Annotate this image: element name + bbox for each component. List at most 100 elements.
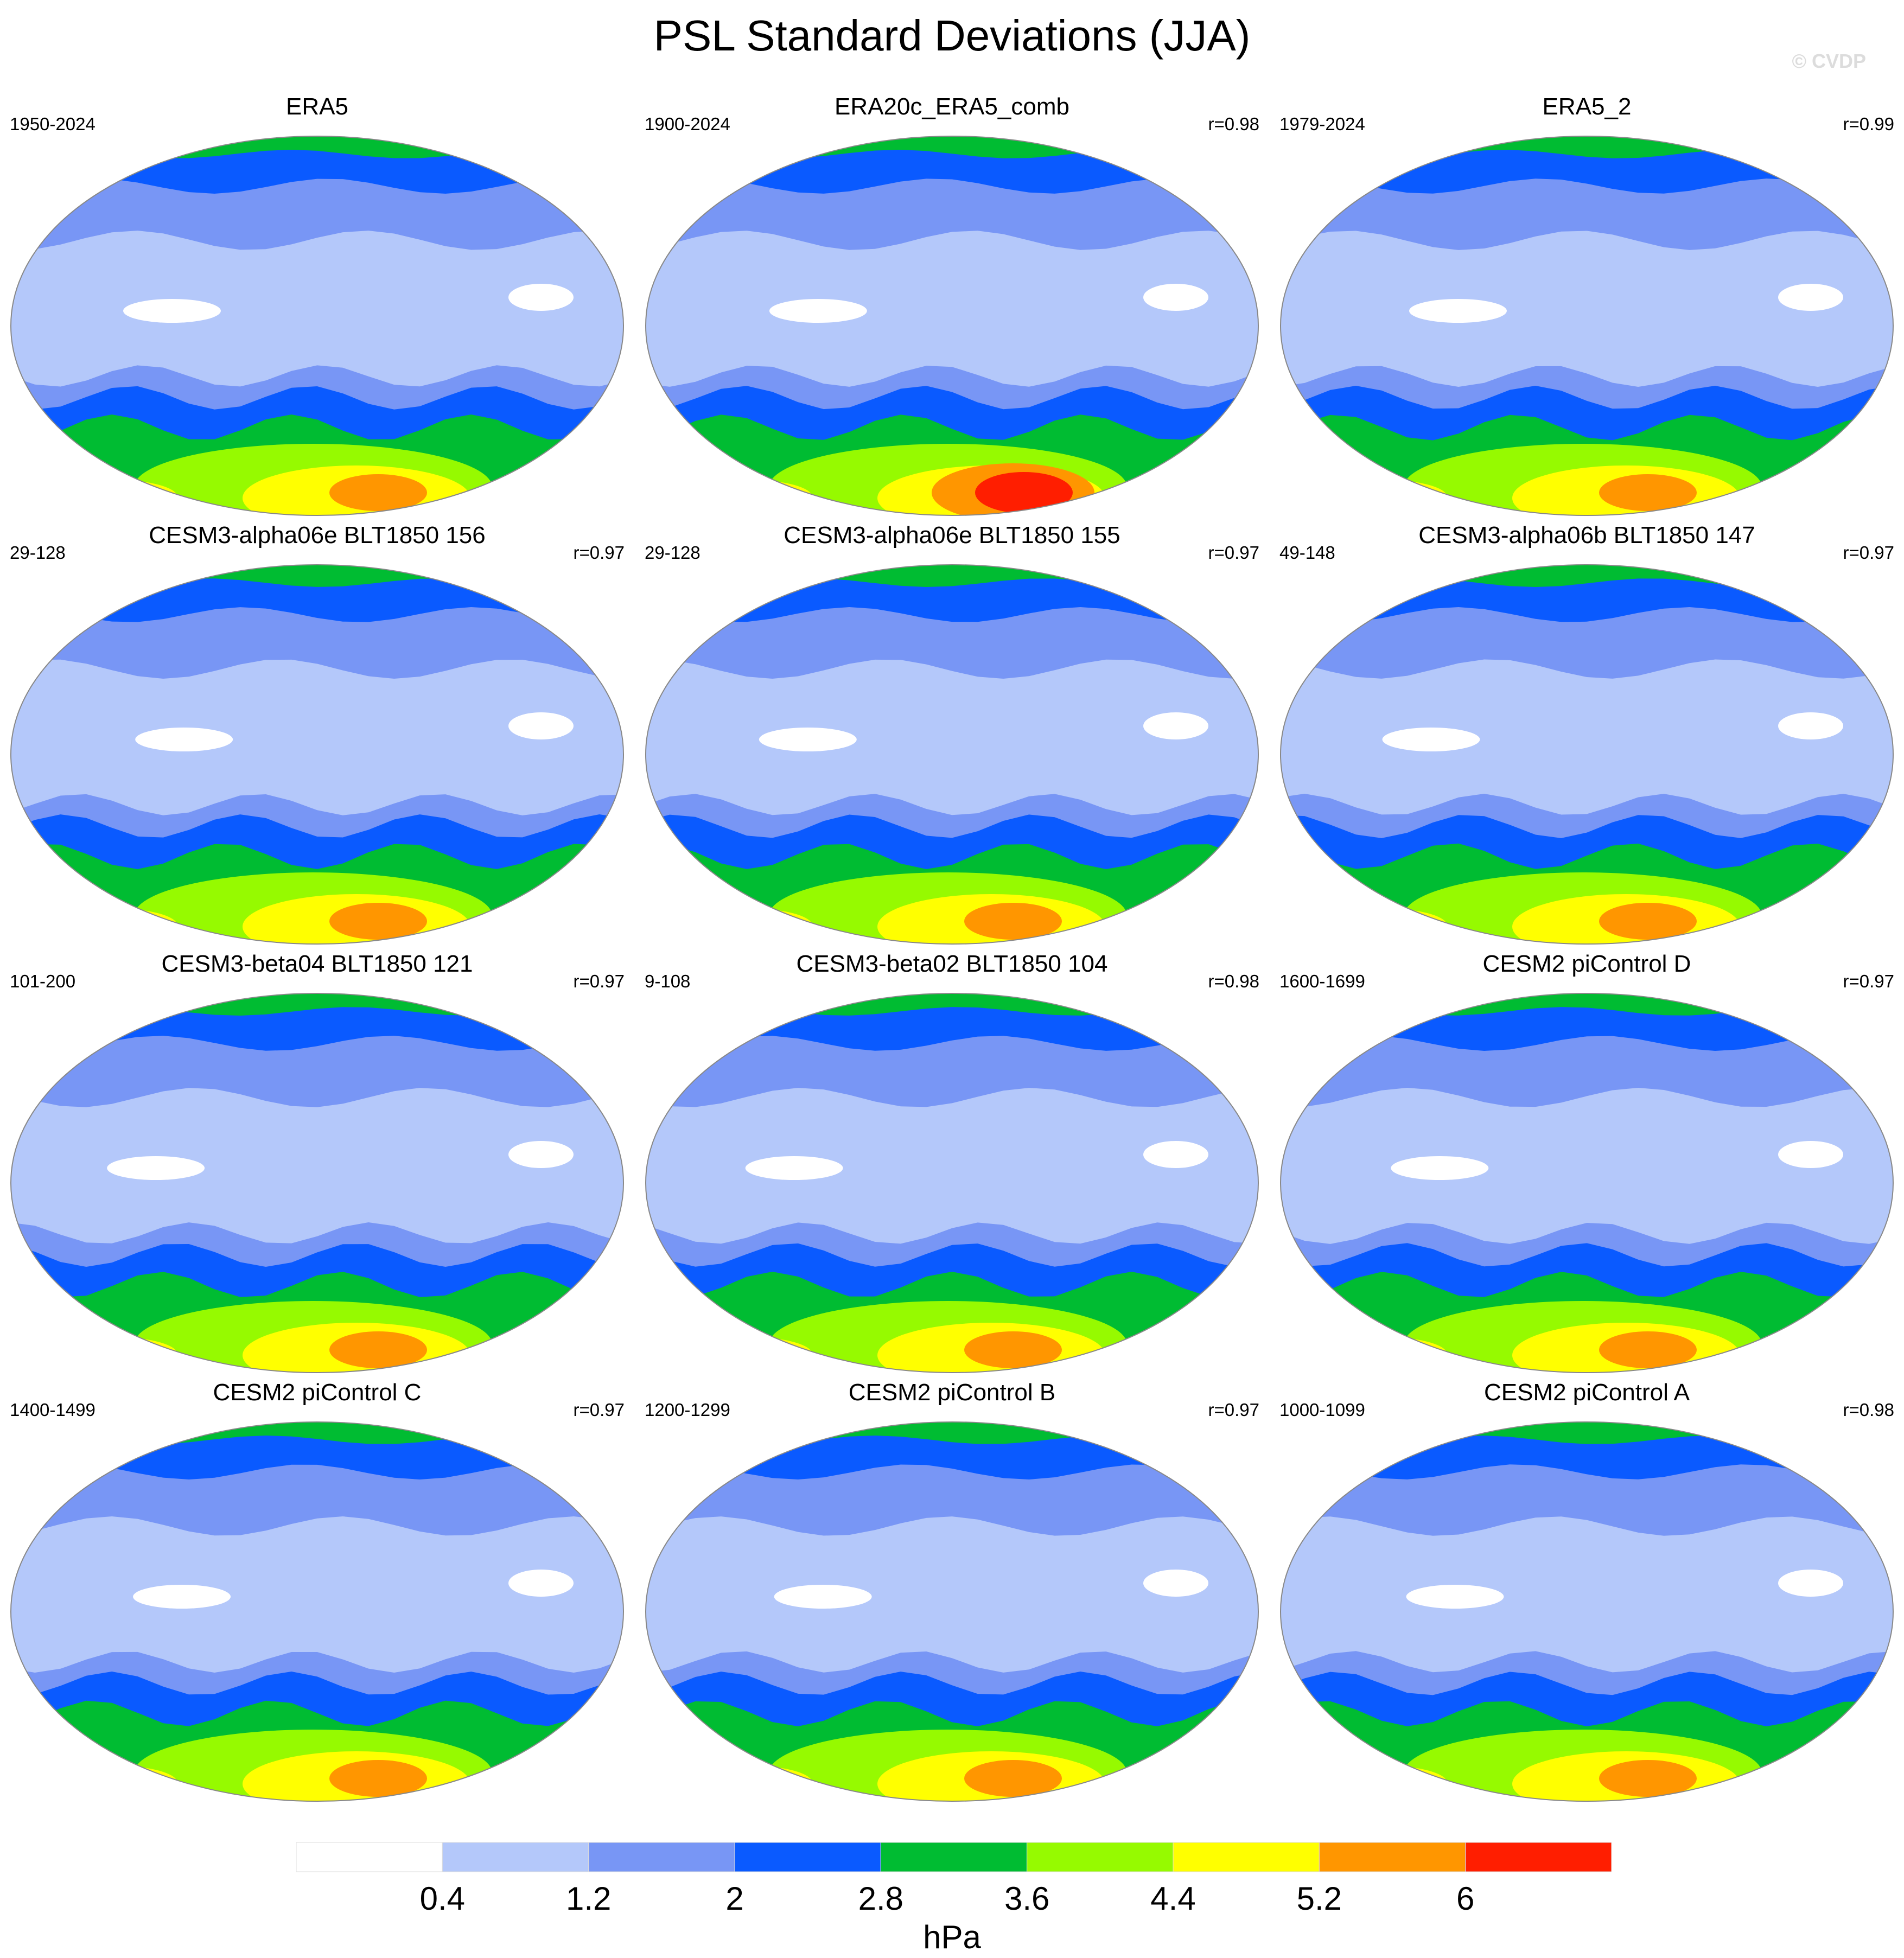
low-variance-patch — [133, 1585, 231, 1609]
southern-ocean-maximum — [1317, 908, 1447, 943]
colorbar-tick-label: 2.8 — [858, 1880, 903, 1917]
low-variance-patch — [759, 728, 857, 751]
colorbar-swatch — [588, 1842, 735, 1872]
colorbar-swatch — [296, 1842, 443, 1872]
global-map — [645, 1421, 1259, 1802]
map-boundary — [1280, 993, 1894, 1373]
southern-ocean-maximum — [964, 903, 1062, 940]
low-variance-patch — [1778, 284, 1843, 311]
southern-ocean-maximum — [1599, 474, 1697, 511]
map-boundary — [10, 564, 624, 945]
global-map — [10, 136, 624, 516]
panel-period: 1600-1699 — [1279, 971, 1365, 991]
colorbar-tick-label: 0.4 — [419, 1880, 465, 1917]
map-boundary — [645, 1421, 1259, 1802]
low-variance-patch — [769, 299, 867, 323]
panel-title: CESM2 piControl B — [848, 1379, 1056, 1406]
global-map — [645, 564, 1259, 945]
map-boundary — [1280, 1421, 1894, 1802]
panel-title: CESM3-beta02 BLT1850 104 — [796, 951, 1108, 977]
global-map — [1280, 993, 1894, 1373]
colorbar-tick-label: 5.2 — [1296, 1880, 1342, 1917]
southern-ocean-maximum — [682, 480, 812, 514]
global-map — [1280, 1421, 1894, 1802]
arctic-band — [1281, 136, 1893, 158]
southern-ocean-maximum — [1599, 1760, 1697, 1797]
map-panel: CESM2 piControl C 1400-1499 r=0.97 — [0, 1378, 634, 1808]
colorbar-swatch — [1027, 1842, 1174, 1872]
colorbar-tick-label: 3.6 — [1004, 1880, 1050, 1917]
low-variance-patch — [123, 299, 221, 323]
colorbar-swatch — [734, 1842, 881, 1872]
panel-period: 29-128 — [645, 543, 701, 563]
low-variance-patch — [107, 1156, 205, 1180]
panel-period: 29-128 — [10, 543, 66, 563]
southern-ocean-maximum — [682, 1337, 812, 1372]
map-panel: CESM2 piControl B 1200-1299 r=0.97 — [635, 1378, 1269, 1808]
southern-ocean-maximum — [1317, 480, 1447, 514]
map-boundary — [1280, 136, 1894, 516]
panel-period: 1000-1099 — [1279, 1400, 1365, 1420]
global-map — [10, 564, 624, 945]
map-boundary — [1280, 564, 1894, 945]
colorbar-tick-label: 2 — [725, 1880, 744, 1917]
global-map — [10, 993, 624, 1373]
arctic-band — [1281, 1422, 1893, 1444]
southern-ocean-maximum — [329, 1331, 427, 1368]
map-panel: CESM3-alpha06e BLT1850 156 29-128 r=0.97 — [0, 521, 634, 951]
panel-title: CESM3-beta04 BLT1850 121 — [161, 951, 473, 977]
map-panel: CESM3-beta02 BLT1850 104 9-108 r=0.98 — [635, 949, 1269, 1379]
map-boundary — [645, 136, 1259, 516]
panel-correlation: r=0.97 — [573, 971, 625, 991]
southern-ocean-maximum — [47, 480, 177, 514]
panel-period: 101-200 — [10, 971, 76, 991]
southern-ocean-maximum — [964, 1760, 1062, 1797]
panel-correlation: r=0.97 — [1843, 971, 1895, 991]
southern-ocean-maximum — [47, 1337, 177, 1372]
panel-title: CESM2 piControl D — [1482, 951, 1691, 977]
colorbar-tick-label: 1.2 — [565, 1880, 612, 1917]
colorbar-tick-label: 6 — [1456, 1880, 1475, 1917]
low-variance-patch — [774, 1585, 872, 1609]
global-map — [645, 993, 1259, 1373]
panel-title: CESM3-alpha06b BLT1850 147 — [1418, 522, 1755, 549]
low-variance-patch — [1143, 284, 1208, 311]
map-boundary — [10, 1421, 624, 1802]
panel-title: ERA5_2 — [1542, 93, 1632, 120]
panel-period: 1950-2024 — [10, 114, 95, 134]
southern-ocean-maximum — [329, 903, 427, 940]
panel-period: 9-108 — [645, 971, 691, 991]
low-variance-patch — [135, 728, 233, 751]
panel-title: CESM2 piControl A — [1483, 1379, 1690, 1406]
southern-ocean-maximum — [329, 474, 427, 511]
panel-period: 1400-1499 — [10, 1400, 95, 1420]
colorbar-swatch — [442, 1842, 589, 1872]
map-panel: CESM3-alpha06e BLT1850 155 29-128 r=0.97 — [635, 521, 1269, 951]
southern-ocean-maximum — [329, 1760, 427, 1797]
arctic-band — [11, 565, 623, 587]
low-variance-patch — [1391, 1156, 1489, 1180]
map-boundary — [645, 564, 1259, 945]
low-variance-patch — [1143, 712, 1208, 739]
low-variance-patch — [1778, 1141, 1843, 1168]
panel-title: CESM3-alpha06e BLT1850 156 — [149, 522, 486, 549]
panel-correlation: r=0.97 — [573, 1400, 625, 1420]
global-map — [10, 1421, 624, 1802]
colorbar — [296, 1842, 1612, 1872]
colorbar-swatch — [1319, 1842, 1466, 1872]
panel-correlation: r=0.98 — [1843, 1400, 1895, 1420]
map-boundary — [10, 993, 624, 1373]
cvdp-watermark: © CVDP — [1792, 50, 1866, 72]
colorbar-units: hPa — [923, 1919, 981, 1955]
southern-ocean-maximum — [1599, 1331, 1697, 1368]
southern-ocean-maximum — [1599, 903, 1697, 940]
map-boundary — [10, 136, 624, 516]
low-variance-patch — [1406, 1585, 1504, 1609]
panel-correlation: r=0.97 — [1208, 543, 1260, 563]
low-variance-patch — [1778, 1570, 1843, 1597]
map-panel: ERA5 1950-2024 — [0, 92, 634, 522]
southern-ocean-maximum — [682, 1765, 812, 1800]
panel-period: 1900-2024 — [645, 114, 730, 134]
low-variance-patch — [508, 1570, 574, 1597]
panel-correlation: r=0.98 — [1208, 971, 1260, 991]
